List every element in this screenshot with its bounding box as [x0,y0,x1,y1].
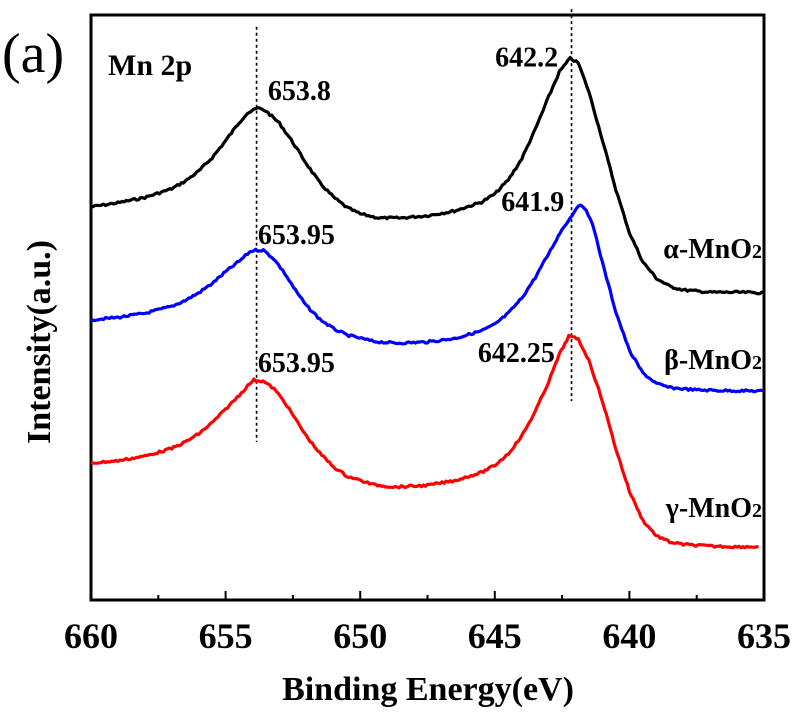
peak-annotation: 653.95 [258,220,335,251]
peak-annotation: 653.8 [268,76,331,107]
series-line-alpha [90,55,765,296]
plot-frame [89,13,766,602]
x-axis-tick-labels: 660 655 650 645 640 635 [64,616,791,656]
x-tick-label: 640 [602,616,656,656]
series-label-subscript: 2 [752,500,762,522]
plot-border [89,13,766,602]
x-axis-label: Binding Energy(eV) [282,671,574,708]
peak-annotation: 653.95 [258,348,335,379]
series-line-gamma [90,333,759,550]
series-label: α-MnO2 [663,234,762,265]
peak-annotations: 653.8 642.2 653.95 641.9 653.95 642.25 [258,42,564,379]
series-label-subscript: 2 [752,241,762,263]
series-line-beta [89,203,765,394]
x-tick-label: 655 [199,616,253,656]
panel-label: (a) [2,23,64,85]
x-tick-label: 635 [737,616,791,656]
series-label-subscript: 2 [752,352,762,374]
series-label-text: α-MnO [663,234,752,265]
peak-annotation: 641.9 [501,187,564,218]
series-label: γ-MnO2 [665,493,762,524]
peak-annotation: 642.25 [478,338,555,369]
peak-annotation: 642.2 [495,42,558,73]
series-label-text: β-MnO [664,345,752,376]
x-tick-label: 660 [64,616,118,656]
series-layer [89,55,765,550]
x-tick-label: 645 [468,616,522,656]
series-label-text: γ-MnO [665,493,752,524]
chart-title: Mn 2p [108,49,192,82]
y-axis-label: Intensity(a.u.) [21,240,58,444]
series-label: β-MnO2 [664,345,762,376]
x-axis-ticks [90,591,765,600]
x-tick-label: 650 [333,616,387,656]
